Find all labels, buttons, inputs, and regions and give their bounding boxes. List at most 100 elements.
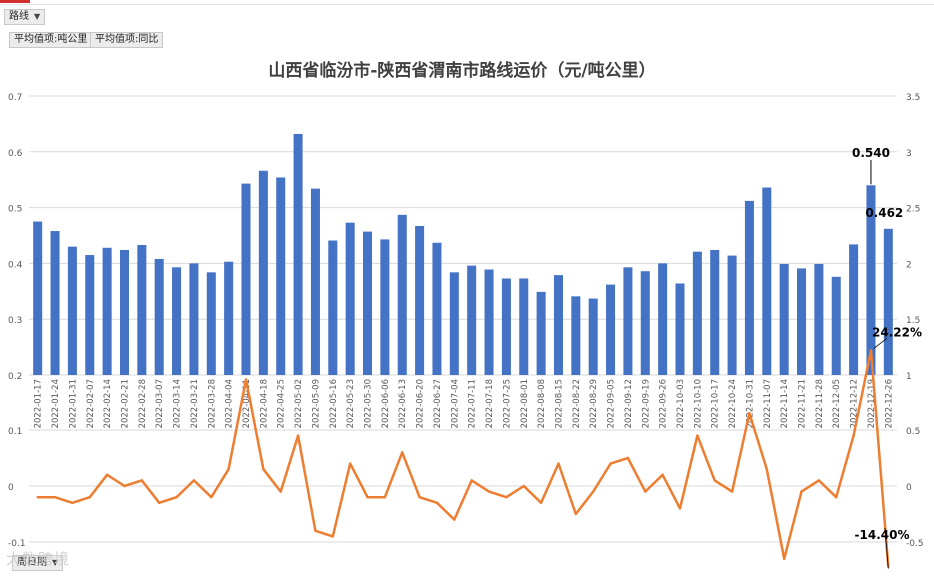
bar xyxy=(363,231,373,375)
y2-tick-label: 0 xyxy=(906,483,912,493)
bar xyxy=(536,291,546,375)
x-tick-label: 2022-06-06 xyxy=(381,379,391,428)
x-tick-label: 2022-01-17 xyxy=(34,379,44,428)
bar xyxy=(727,255,737,375)
bar xyxy=(675,283,685,375)
x-tick-label: 2022-05-30 xyxy=(364,379,374,428)
filter-dropdown-icon[interactable]: ▼ xyxy=(34,12,41,21)
bar xyxy=(588,298,598,375)
x-tick-label: 2022-07-18 xyxy=(485,379,495,428)
y2-tick-label: 1.5 xyxy=(906,316,920,326)
bar xyxy=(85,255,95,375)
x-tick-label: 2022-01-31 xyxy=(68,379,78,428)
x-tick-label: 2022-11-21 xyxy=(798,379,808,428)
line-point xyxy=(435,501,439,504)
bar xyxy=(553,275,563,375)
y2-tick-label: 2 xyxy=(906,260,912,270)
x-tick-label: 2022-04-18 xyxy=(259,379,269,428)
line-point xyxy=(210,496,213,499)
pivot-axis-field-button[interactable]: 周日期 ▼ xyxy=(12,555,64,571)
x-tick-label: 2022-11-14 xyxy=(780,379,790,428)
x-tick-label: 2022-07-11 xyxy=(468,379,478,428)
x-tick-label: 2022-09-19 xyxy=(641,379,651,428)
x-tick-label: 2022-08-29 xyxy=(589,379,599,428)
line-point xyxy=(262,468,265,471)
x-tick-label: 2022-07-25 xyxy=(502,379,512,428)
line-point xyxy=(626,456,630,460)
line-point xyxy=(522,484,525,488)
bar xyxy=(102,247,112,375)
line-point xyxy=(817,479,821,482)
x-tick-label: 2022-05-02 xyxy=(294,379,304,428)
bar xyxy=(67,246,77,375)
line-point xyxy=(123,484,126,488)
x-tick-label: 2022-04-25 xyxy=(277,379,287,428)
bar-data-label: 0.540 xyxy=(852,146,890,160)
bar xyxy=(501,278,511,375)
bar xyxy=(692,251,702,375)
x-tick-label: 2022-12-26 xyxy=(884,379,894,428)
y-tick-label: 0.5 xyxy=(8,205,22,215)
x-tick-label: 2022-10-03 xyxy=(676,379,686,428)
y2-tick-label: -0.5 xyxy=(906,539,924,549)
x-tick-label: 2022-09-12 xyxy=(624,379,634,428)
bar xyxy=(310,188,320,375)
x-tick-label: 2022-11-28 xyxy=(815,379,825,428)
x-tick-label: 2022-12-12 xyxy=(850,379,860,428)
x-tick-label: 2022-10-24 xyxy=(728,379,738,428)
top-strip xyxy=(0,0,934,5)
pivot-value-field-label-2: 平均值项:同比 xyxy=(95,34,159,45)
x-tick-label: 2022-12-05 xyxy=(832,379,842,428)
bar xyxy=(206,272,216,375)
bar xyxy=(119,250,129,375)
bar xyxy=(137,244,147,375)
x-tick-label: 2022-02-07 xyxy=(86,379,96,428)
y2-tick-label: 3 xyxy=(906,149,912,159)
x-tick-label: 2022-03-21 xyxy=(190,379,200,428)
line-point xyxy=(331,535,334,538)
bar xyxy=(658,263,668,375)
line-point xyxy=(175,496,178,499)
pivot-row-field-button[interactable]: 路线 ▼ xyxy=(4,9,46,25)
bar xyxy=(172,267,182,375)
x-tick-label: 2022-02-28 xyxy=(138,379,148,428)
y-tick-label: -0.1 xyxy=(8,539,26,549)
x-tick-label: 2022-08-01 xyxy=(520,379,530,428)
line-point xyxy=(696,434,699,437)
y-tick-label: 0.3 xyxy=(8,316,22,326)
line-point xyxy=(88,496,91,499)
axis-filter-icon[interactable]: ▼ xyxy=(52,558,59,567)
line-point xyxy=(470,479,473,482)
bar xyxy=(293,133,303,375)
bar xyxy=(432,242,442,375)
line-point xyxy=(105,473,109,476)
line-point xyxy=(192,479,196,482)
pivot-row-field-label: 路线 xyxy=(9,11,29,22)
bar xyxy=(484,269,494,375)
line-point xyxy=(748,412,751,415)
x-tick-label: 2022-05-23 xyxy=(346,379,356,428)
y2-tick-label: 3.5 xyxy=(906,93,920,103)
line-point xyxy=(661,473,664,476)
line-point xyxy=(557,462,560,465)
pivot-value-field-button-2[interactable]: 平均值项:同比 xyxy=(90,32,164,48)
bar xyxy=(33,221,43,375)
x-tick-label: 2022-02-14 xyxy=(103,379,113,428)
bar xyxy=(883,228,893,375)
line-point xyxy=(782,557,786,560)
x-tick-label: 2022-03-07 xyxy=(155,379,165,428)
x-tick-label: 2022-06-13 xyxy=(398,379,408,428)
watermark: 大数跨境 xyxy=(6,550,71,568)
bar xyxy=(814,263,824,375)
y-tick-label: 0.7 xyxy=(8,93,22,103)
chart-title: 山西省临汾市-陕西省渭南市路线运价（元/吨公里） xyxy=(268,60,655,81)
bar-data-label: 0.462 xyxy=(865,206,903,220)
line-point xyxy=(453,518,456,521)
yoy-line xyxy=(37,349,890,567)
x-tick-label: 2022-10-10 xyxy=(693,379,703,428)
y2-tick-label: 2.5 xyxy=(906,205,920,215)
line-data-label: -14.40% xyxy=(855,528,910,542)
bar xyxy=(849,244,859,375)
x-tick-label: 2022-08-22 xyxy=(572,379,582,428)
